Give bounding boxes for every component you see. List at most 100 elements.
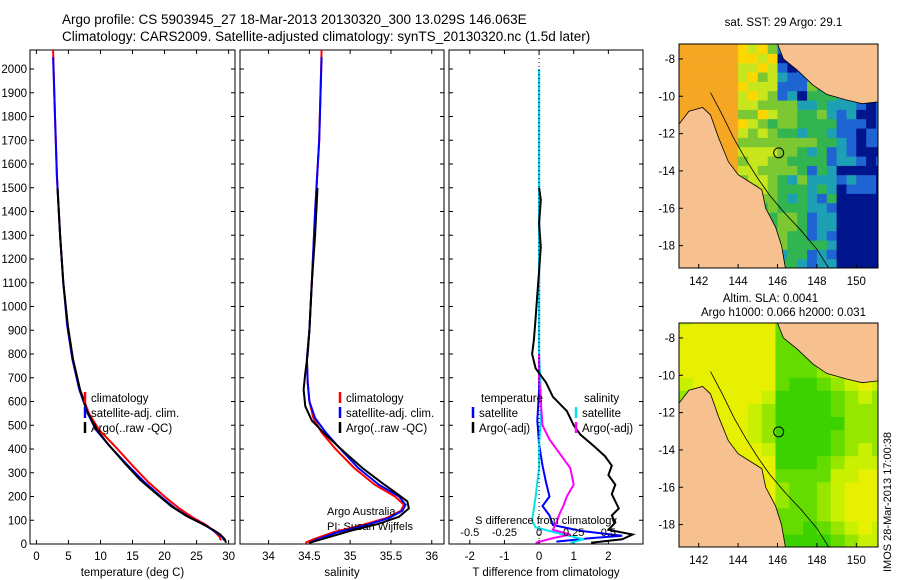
sst-cell	[777, 212, 788, 222]
sla-cell	[844, 442, 859, 457]
sst-cell	[876, 202, 878, 213]
sla-cell	[692, 324, 708, 339]
temp-xtick-label: 15	[126, 551, 139, 563]
sla-cell	[775, 416, 790, 430]
sla-cell	[872, 507, 878, 522]
sst-cell	[826, 109, 838, 120]
sst-cell	[777, 109, 788, 120]
sst-cell	[777, 118, 788, 129]
sst-cell	[688, 62, 700, 73]
sla-cell	[748, 351, 763, 365]
diff-xlabel: T difference from climatology	[472, 567, 619, 579]
sst-cell	[777, 90, 788, 101]
sst-cell	[836, 165, 848, 176]
sst-cell	[777, 165, 788, 176]
diff-xtick-label: -2	[465, 551, 475, 563]
sst-cell	[738, 72, 749, 82]
sst-xtick-label: 150	[847, 276, 866, 288]
sst-cell	[767, 118, 779, 129]
sst-cell	[846, 128, 857, 138]
sst-cell	[866, 100, 877, 110]
sst-cell	[846, 230, 857, 241]
diff-frame	[448, 49, 644, 545]
sla-cell	[748, 377, 763, 391]
diff-legend-right-label: Argo(-adj)	[582, 423, 633, 435]
sla-cell	[858, 390, 873, 404]
sst-xtick-label: 146	[768, 276, 787, 288]
sst-cell	[787, 100, 798, 110]
sst-cell	[826, 146, 838, 157]
sst-cell	[748, 174, 759, 185]
sla-cell	[803, 520, 818, 535]
sst-cell	[876, 109, 878, 120]
temp-ytick-label: 1100	[2, 278, 27, 290]
sst-depth-contour	[710, 92, 830, 268]
temp-legend-label: climatology	[91, 393, 149, 405]
sst-cell	[856, 258, 867, 268]
sla-cell	[803, 507, 818, 522]
sst-cell	[718, 72, 729, 82]
sst-cell	[866, 146, 877, 157]
sla-cell	[803, 390, 818, 404]
sla-cell	[734, 324, 749, 339]
sst-cell	[728, 128, 739, 138]
sst-cell	[856, 193, 867, 204]
sst-cell	[846, 109, 857, 120]
sal-xtick-label: 36	[425, 551, 438, 563]
sal-legend-label: Argo(..raw -QC)	[346, 423, 427, 435]
sla-cell	[679, 324, 694, 339]
sla-cell	[803, 481, 818, 496]
sla-cell	[816, 455, 832, 470]
sla-cell	[816, 468, 832, 483]
sst-cell	[708, 53, 720, 64]
sst-cell	[767, 109, 779, 120]
sst-cell	[836, 174, 848, 185]
sst-cell	[816, 90, 828, 101]
sla-cell	[844, 533, 859, 547]
sla-cell	[830, 377, 846, 391]
sla-title-line2: Argo h1000: 0.066 h2000: 0.031	[701, 307, 866, 319]
sla-cell	[858, 442, 873, 457]
sst-cell	[787, 62, 798, 73]
imos-timestamp: IMOS 28-Mar-2013 17:00:38	[882, 431, 894, 572]
sst-cell	[866, 128, 877, 138]
sst-cell	[767, 62, 779, 73]
sst-cell	[777, 156, 788, 166]
sst-cell	[807, 100, 818, 110]
sla-cell	[803, 468, 818, 483]
sla-cell	[706, 323, 721, 326]
sla-cell	[872, 455, 878, 470]
sst-cell	[787, 240, 798, 250]
sst-cell	[797, 221, 808, 232]
sst-cell	[688, 81, 700, 92]
sst-cell	[856, 165, 867, 176]
sal-xtick-label: 34	[262, 551, 275, 563]
sst-cell	[748, 72, 759, 82]
sst-cell	[866, 109, 877, 120]
sst-land-png	[777, 44, 878, 105]
sla-cell	[679, 364, 694, 378]
sst-cell	[787, 202, 798, 213]
sst-cell	[866, 193, 877, 204]
sla-ytick-label: -16	[658, 482, 675, 494]
sst-cell	[797, 165, 808, 176]
diff-series-targoadj	[531, 187, 636, 544]
sst-cell	[738, 81, 749, 92]
sla-cell	[775, 455, 790, 470]
sst-cell	[826, 100, 838, 110]
sst-cell	[767, 90, 779, 101]
sst-cell	[767, 174, 779, 185]
sla-cell	[789, 351, 804, 365]
sst-cell	[777, 81, 788, 92]
sst-cell	[767, 156, 779, 166]
sal-xtick-label: 35.5	[380, 551, 402, 563]
sst-cell	[787, 193, 798, 204]
sst-cell	[708, 100, 720, 110]
sst-cell	[816, 146, 828, 157]
sst-cell	[856, 128, 867, 138]
sst-cell	[826, 118, 838, 129]
sst-cell	[787, 72, 798, 82]
sst-cell	[757, 100, 769, 110]
sst-cell	[797, 193, 808, 204]
sla-cell	[844, 507, 859, 522]
